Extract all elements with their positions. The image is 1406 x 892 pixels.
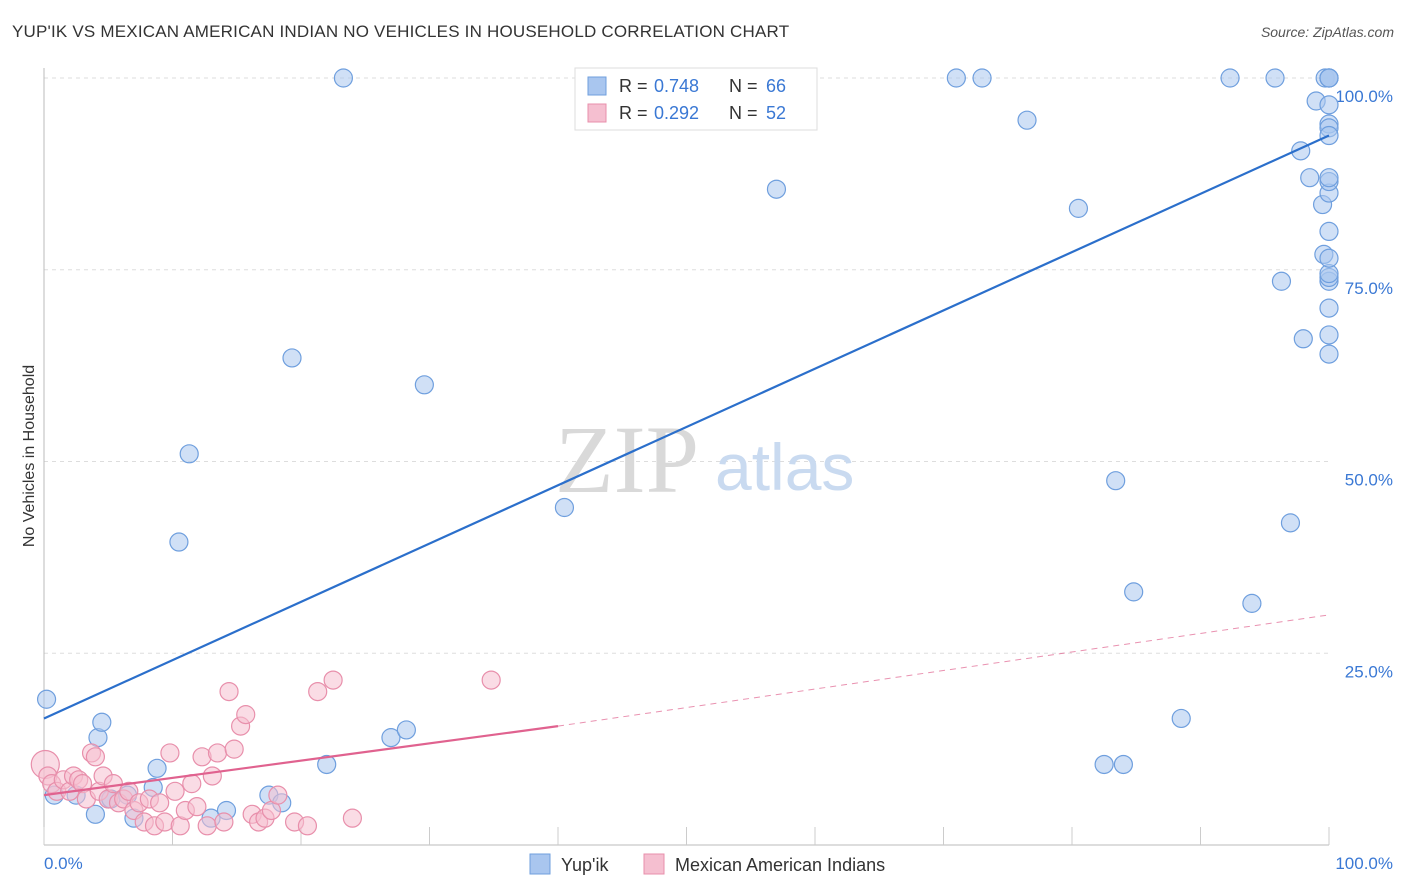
yupik-point	[946, 68, 966, 88]
yupik-point	[1280, 513, 1301, 533]
mexican-american-indian-point	[197, 816, 217, 836]
mexican-american-indian-point	[323, 670, 343, 690]
yupik-point	[1271, 271, 1292, 291]
yupik-point	[1293, 329, 1313, 349]
mexican-american-indian-point	[342, 808, 362, 828]
mexican-american-indian-point	[187, 797, 207, 817]
mexican-american-indian-point	[207, 743, 228, 763]
y-tick-label: 50.0%	[1345, 471, 1393, 490]
series-legend-label: Mexican American Indians	[675, 855, 885, 875]
series-legend-label: Yup'ik	[561, 855, 609, 875]
yupik-trend-line	[43, 134, 1330, 720]
yupik-point	[1319, 344, 1339, 364]
yupik-point	[85, 804, 106, 824]
yupik-point	[554, 497, 575, 518]
yupik-point	[1319, 168, 1339, 188]
mexican-american-indian-point	[308, 681, 328, 702]
mexican-american-indian-point	[214, 812, 234, 832]
mexican-american-indian-point	[224, 739, 244, 759]
mexican-american-indian-point	[202, 766, 222, 786]
yupik-point	[1068, 198, 1089, 218]
yupik-point	[1265, 68, 1285, 88]
stats-r-label: R =	[619, 103, 648, 123]
stats-legend: R = 0.748 N = 66 R = 0.292 N = 52	[574, 67, 818, 131]
mexican-american-indian-point	[236, 705, 256, 725]
chart-title: YUP'IK VS MEXICAN AMERICAN INDIAN NO VEH…	[12, 22, 790, 41]
mexican-american-indian-point	[150, 793, 170, 813]
mexican-american-indian-point	[85, 747, 106, 767]
yupik-point	[1017, 110, 1037, 130]
yupik-point	[766, 179, 787, 199]
stats-legend-swatch	[587, 76, 607, 96]
yupik-point	[1300, 168, 1320, 188]
stats-n-value: 66	[766, 76, 786, 96]
stats-legend-swatch	[587, 103, 607, 123]
grid	[44, 77, 1329, 654]
yupik-point	[1171, 708, 1191, 729]
stats-r-value: 0.292	[654, 103, 699, 123]
mexican-american-indian-point	[297, 816, 318, 836]
x-tick-label: 0.0%	[44, 854, 83, 873]
mexican-american-indian-point	[481, 670, 501, 690]
yupik-point	[1319, 248, 1339, 268]
trend-lines	[43, 134, 1330, 797]
yupik-point	[396, 720, 416, 740]
axes: 25.0% 50.0% 75.0% 100.0% 0.0% 100.0%	[43, 68, 1393, 873]
stats-r-value: 0.748	[654, 76, 699, 96]
yupik-point	[1319, 298, 1339, 318]
stats-r-label: R =	[619, 76, 648, 96]
mexican-american-indian-point	[160, 743, 180, 763]
yupik-point	[179, 444, 199, 464]
y-tick-label: 75.0%	[1345, 279, 1393, 298]
series-legend-swatch	[529, 853, 551, 875]
mexican-american-indian-point	[165, 781, 185, 801]
yupik-point	[1220, 68, 1240, 88]
mexican-american-indian-point	[219, 681, 239, 702]
watermark-atlas: atlas	[715, 430, 854, 504]
yupik-point	[36, 689, 57, 709]
watermark-zip: ZIP	[555, 406, 699, 513]
yupik-point	[147, 758, 167, 778]
source-label: Source: ZipAtlas.com	[1260, 24, 1394, 40]
yupik-point	[381, 728, 401, 748]
yupik-point	[1319, 221, 1339, 241]
x-tick-label: 100.0%	[1335, 854, 1393, 873]
y-tick-label: 100.0%	[1335, 87, 1393, 106]
yupik-point	[282, 348, 302, 368]
yupik-point	[1124, 582, 1144, 602]
yupik-point	[1113, 754, 1134, 775]
yupik-point	[1242, 593, 1262, 613]
yupik-point	[92, 712, 112, 732]
yupik-point	[1106, 471, 1126, 491]
yupik-point	[1319, 325, 1339, 345]
yupik-point	[169, 532, 189, 552]
yupik-point	[333, 68, 354, 88]
series-legend-swatch	[643, 853, 665, 875]
y-axis-label: No Vehicles in Household	[21, 365, 38, 547]
mexican-american-indian-trend-extension	[557, 614, 1330, 727]
stats-n-label: N =	[729, 76, 758, 96]
yupik-point	[1319, 95, 1339, 115]
series-legend: Yup'ik Mexican American Indians	[529, 853, 885, 875]
mexican-american-indian-point	[182, 774, 202, 794]
y-tick-label: 25.0%	[1345, 662, 1393, 681]
watermark: ZIP atlas	[555, 406, 854, 513]
mexican-american-indian-trend-line	[43, 725, 559, 797]
yupik-point	[414, 375, 434, 395]
yupik-point	[1319, 68, 1339, 88]
yupik-point	[972, 68, 992, 88]
stats-n-label: N =	[729, 103, 758, 123]
stats-n-value: 52	[766, 103, 786, 123]
stats-legend-box	[574, 67, 818, 131]
yupik-point	[317, 754, 337, 775]
yupik-point	[1094, 754, 1114, 775]
mexican-american-indian-point	[268, 785, 288, 805]
